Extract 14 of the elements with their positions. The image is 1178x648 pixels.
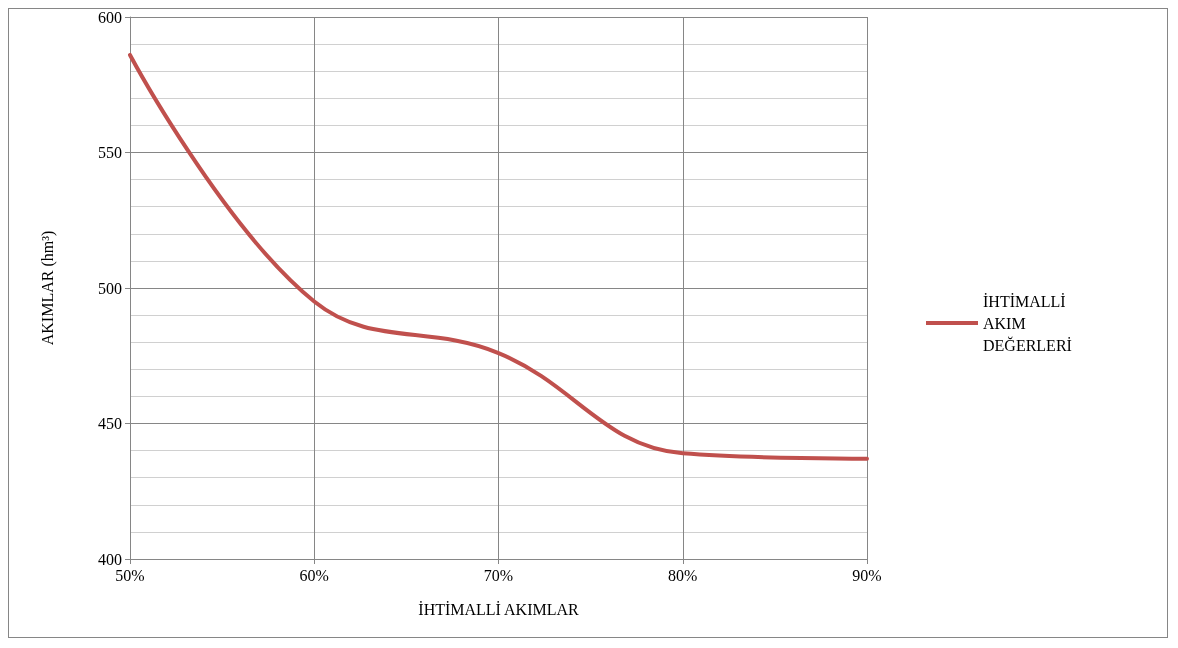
legend-label: İHTİMALLİ AKIM DEĞERLERİ: [983, 292, 1072, 354]
x-tick-label: 80%: [668, 566, 698, 584]
x-tick-label: 50%: [115, 566, 145, 584]
x-tick-label: 70%: [483, 566, 514, 584]
y-tick-label: 400: [98, 550, 122, 568]
line-series: [128, 52, 869, 461]
y-tick-label: 500: [98, 279, 122, 297]
x-tick-label: 60%: [299, 566, 329, 584]
y-axis-title: AKIMLAR (hm³): [38, 230, 57, 346]
y-tick-label: 600: [98, 8, 122, 26]
y-tick-label: 450: [98, 415, 122, 432]
x-tick-label: 90%: [852, 566, 882, 584]
x-axis-title: İHTİMALLİ AKIMLAR: [418, 600, 580, 618]
y-tick-label: 550: [98, 144, 122, 161]
